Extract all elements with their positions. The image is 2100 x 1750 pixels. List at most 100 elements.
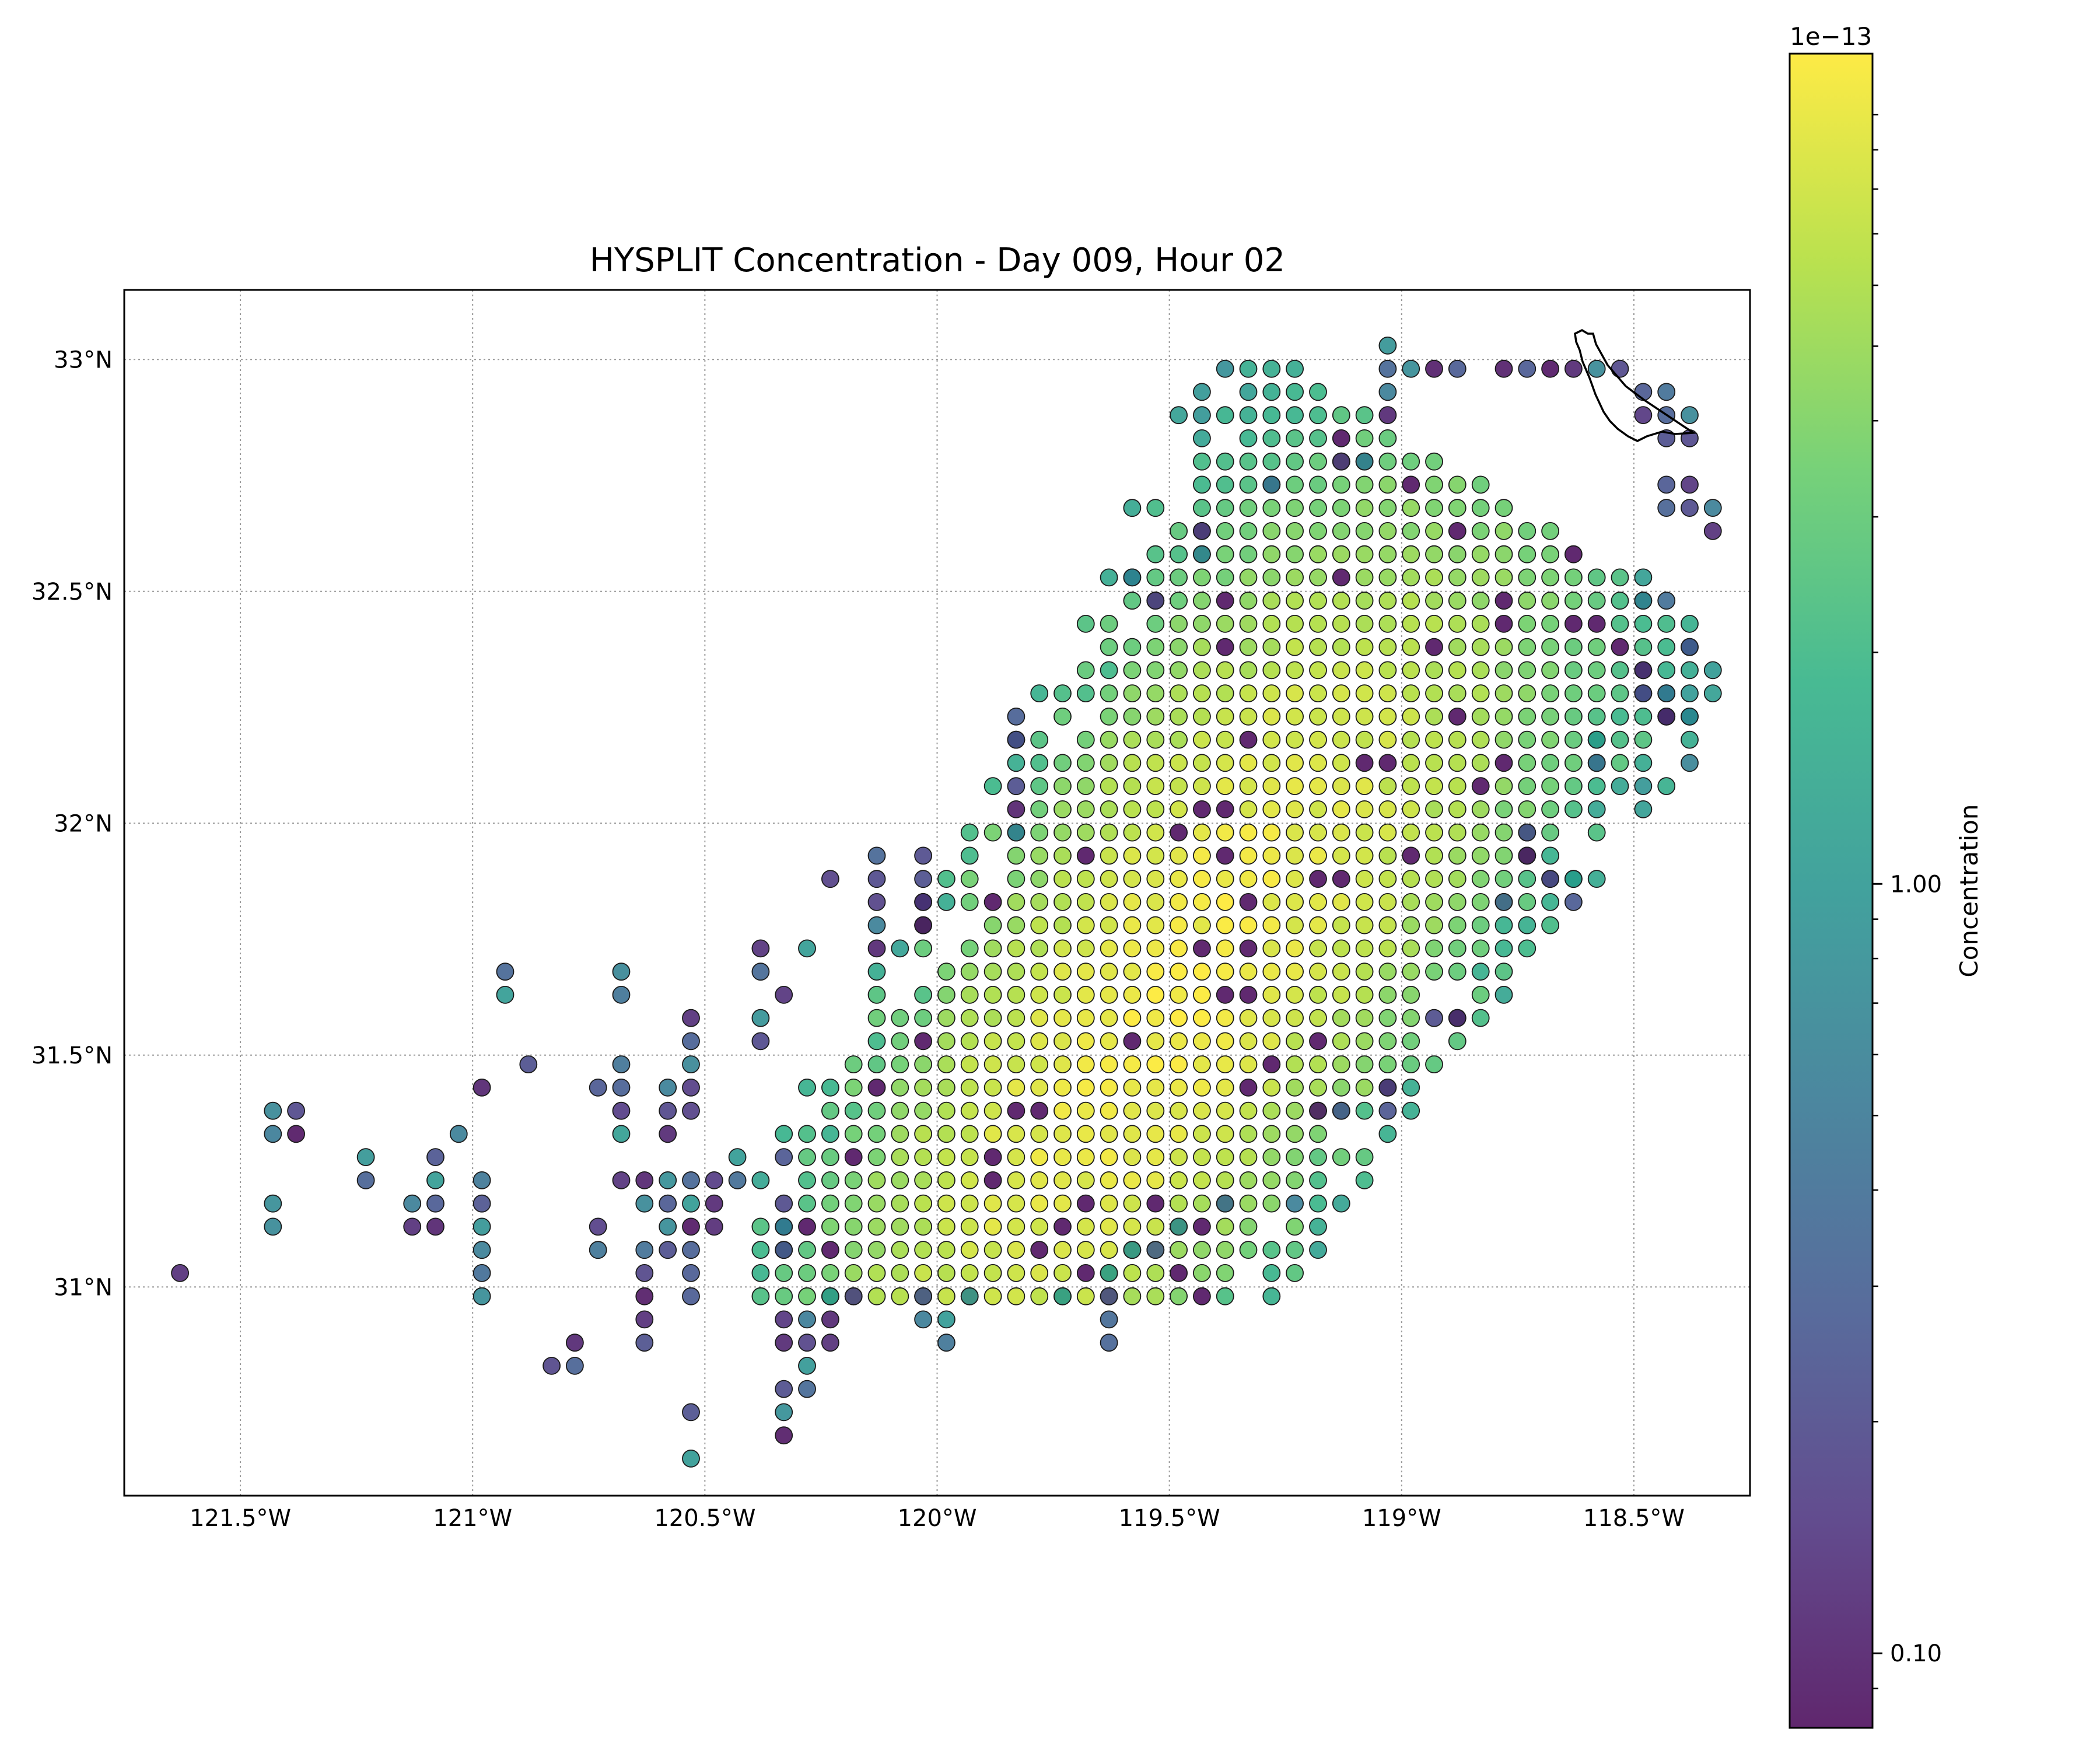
concentration-point bbox=[1634, 406, 1653, 424]
concentration-point bbox=[1123, 754, 1142, 772]
concentration-point bbox=[473, 1264, 491, 1282]
concentration-point bbox=[821, 1334, 839, 1352]
concentration-point bbox=[1378, 1009, 1397, 1027]
concentration-point bbox=[775, 1217, 793, 1236]
concentration-point bbox=[1123, 939, 1142, 958]
concentration-point bbox=[1146, 638, 1165, 656]
concentration-point bbox=[1494, 916, 1513, 935]
concentration-point bbox=[1309, 1055, 1327, 1073]
concentration-point bbox=[1471, 615, 1490, 633]
concentration-point bbox=[1192, 684, 1211, 702]
x-axis-ticks: 121.5°W 121°W 120.5°W 120°W 119.5°W 119°W 118.… bbox=[190, 1505, 1685, 1532]
concentration-point bbox=[1216, 592, 1234, 610]
concentration-point bbox=[1309, 800, 1327, 818]
concentration-point bbox=[1170, 777, 1188, 795]
concentration-point bbox=[775, 1264, 793, 1282]
concentration-point bbox=[1378, 870, 1397, 888]
concentration-point bbox=[891, 1287, 909, 1306]
concentration-point bbox=[1634, 638, 1653, 656]
concentration-point bbox=[1448, 359, 1466, 378]
concentration-point bbox=[1634, 383, 1653, 401]
concentration-point bbox=[1076, 684, 1095, 702]
concentration-point bbox=[1332, 870, 1350, 888]
concentration-point bbox=[1587, 661, 1606, 680]
concentration-point bbox=[1239, 870, 1258, 888]
concentration-point bbox=[728, 1148, 747, 1166]
concentration-point bbox=[1355, 568, 1374, 587]
y-tick-label: 31°N bbox=[54, 1274, 113, 1301]
concentration-point bbox=[1425, 846, 1443, 865]
concentration-point bbox=[1402, 1101, 1420, 1120]
concentration-point bbox=[914, 1171, 932, 1189]
concentration-point bbox=[1355, 1032, 1374, 1051]
concentration-point bbox=[1170, 1055, 1188, 1073]
concentration-point bbox=[1402, 475, 1420, 494]
concentration-point bbox=[1239, 568, 1258, 587]
concentration-point bbox=[1007, 708, 1026, 726]
concentration-point bbox=[1170, 522, 1188, 540]
concentration-point bbox=[1239, 800, 1258, 818]
concentration-point bbox=[1054, 684, 1072, 702]
concentration-point bbox=[1564, 870, 1583, 888]
concentration-point bbox=[937, 1217, 956, 1236]
concentration-point bbox=[612, 1079, 631, 1097]
concentration-point bbox=[1378, 359, 1397, 378]
concentration-point bbox=[1564, 730, 1583, 749]
concentration-point bbox=[798, 1264, 816, 1282]
concentration-point bbox=[844, 1101, 863, 1120]
concentration-point bbox=[1518, 359, 1536, 378]
concentration-point bbox=[1657, 661, 1676, 680]
concentration-point bbox=[1054, 1264, 1072, 1282]
concentration-point bbox=[1100, 963, 1118, 981]
concentration-point bbox=[1192, 475, 1211, 494]
concentration-point bbox=[1076, 1287, 1095, 1306]
concentration-point bbox=[1239, 1171, 1258, 1189]
concentration-point bbox=[1030, 1264, 1049, 1282]
concentration-point bbox=[1425, 916, 1443, 935]
concentration-point bbox=[1518, 545, 1536, 564]
concentration-point bbox=[1518, 777, 1536, 795]
concentration-point bbox=[1286, 870, 1304, 888]
concentration-point bbox=[1100, 800, 1118, 818]
concentration-point bbox=[1123, 1171, 1142, 1189]
concentration-point bbox=[1286, 1241, 1304, 1259]
concentration-point bbox=[914, 1241, 932, 1259]
concentration-point bbox=[1471, 545, 1490, 564]
concentration-point bbox=[1611, 730, 1629, 749]
concentration-point bbox=[775, 1287, 793, 1306]
concentration-point bbox=[1378, 963, 1397, 981]
concentration-point bbox=[984, 1148, 1002, 1166]
concentration-point bbox=[1262, 638, 1281, 656]
concentration-point bbox=[496, 986, 514, 1004]
concentration-point bbox=[1425, 499, 1443, 517]
concentration-point bbox=[1007, 1287, 1026, 1306]
concentration-point bbox=[1402, 754, 1420, 772]
concentration-point bbox=[1123, 592, 1142, 610]
concentration-point bbox=[1007, 1125, 1026, 1143]
concentration-point bbox=[1076, 893, 1095, 911]
concentration-point bbox=[960, 846, 979, 865]
concentration-point bbox=[1100, 1055, 1118, 1073]
concentration-point bbox=[1239, 592, 1258, 610]
colorbar-major-ticks: 0.10 1.00 bbox=[1873, 871, 1942, 1667]
concentration-point bbox=[821, 1241, 839, 1259]
concentration-point bbox=[1425, 870, 1443, 888]
concentration-point bbox=[473, 1217, 491, 1236]
concentration-point bbox=[1170, 1079, 1188, 1097]
concentration-point bbox=[1378, 846, 1397, 865]
concentration-point bbox=[1146, 800, 1165, 818]
concentration-point bbox=[1192, 545, 1211, 564]
concentration-point bbox=[1448, 939, 1466, 958]
concentration-point bbox=[1262, 545, 1281, 564]
concentration-point bbox=[1355, 522, 1374, 540]
concentration-point bbox=[1494, 893, 1513, 911]
concentration-point bbox=[1378, 406, 1397, 424]
concentration-point bbox=[1494, 684, 1513, 702]
concentration-point bbox=[1216, 1264, 1234, 1282]
concentration-point bbox=[914, 1287, 932, 1306]
concentration-point bbox=[1448, 499, 1466, 517]
concentration-point bbox=[1216, 846, 1234, 865]
concentration-point bbox=[1402, 916, 1420, 935]
colorbar-tick-label: 1.00 bbox=[1890, 871, 1942, 898]
